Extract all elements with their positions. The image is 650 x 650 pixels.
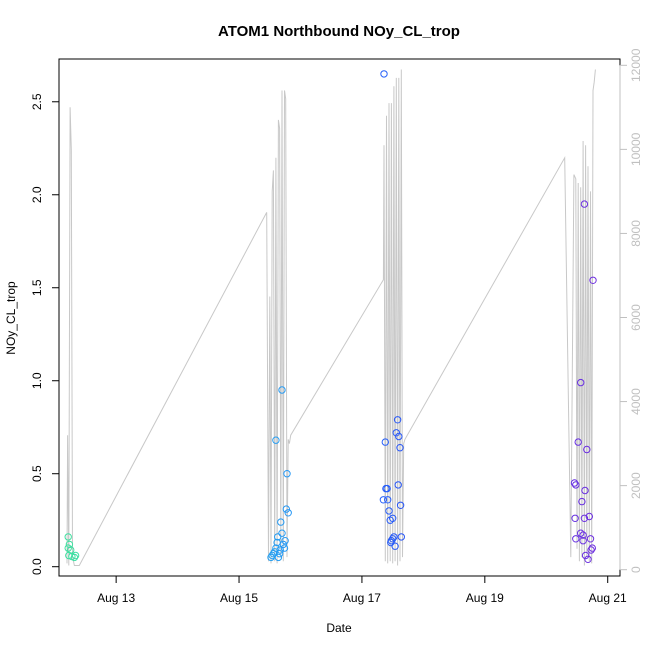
y-tick-label: 2.5 bbox=[30, 93, 44, 110]
y2-tick-label: 4000 bbox=[629, 388, 643, 415]
data-point bbox=[574, 438, 582, 446]
data-point bbox=[570, 479, 579, 487]
data-point bbox=[395, 432, 403, 441]
data-point bbox=[379, 496, 388, 504]
data-point bbox=[585, 512, 593, 521]
data-point bbox=[272, 544, 280, 552]
background-line-series bbox=[66, 69, 596, 566]
data-point bbox=[71, 551, 80, 560]
data-point bbox=[396, 501, 405, 509]
scatter-points bbox=[64, 70, 597, 563]
data-point bbox=[380, 70, 388, 78]
data-point bbox=[393, 416, 402, 424]
data-point bbox=[584, 555, 592, 563]
data-point bbox=[387, 538, 395, 547]
data-point bbox=[284, 509, 292, 517]
data-point bbox=[277, 518, 285, 526]
y-tick-label: 2.0 bbox=[30, 186, 44, 203]
y2-tick-label: 10000 bbox=[629, 132, 643, 166]
data-point bbox=[389, 535, 397, 543]
data-point bbox=[583, 445, 591, 454]
data-point bbox=[278, 529, 286, 537]
y-tick-label: 0.0 bbox=[30, 558, 44, 575]
data-point bbox=[391, 542, 399, 550]
data-point bbox=[279, 540, 287, 549]
data-point bbox=[275, 550, 284, 558]
x-tick-label: Aug 13 bbox=[97, 591, 135, 605]
data-point bbox=[70, 553, 79, 562]
x-tick-label: Aug 19 bbox=[466, 591, 504, 605]
data-point bbox=[579, 537, 587, 545]
y-tick-label: 1.5 bbox=[30, 279, 44, 296]
x-axis-label: Date bbox=[326, 621, 352, 635]
data-point bbox=[581, 486, 589, 495]
data-point bbox=[578, 497, 586, 506]
data-point bbox=[577, 378, 585, 387]
x-tick-label: Aug 17 bbox=[343, 591, 381, 605]
data-point bbox=[579, 531, 587, 539]
data-point bbox=[274, 553, 283, 562]
data-point bbox=[276, 546, 284, 554]
data-point bbox=[571, 514, 579, 522]
data-point bbox=[580, 200, 589, 208]
data-point bbox=[397, 533, 405, 541]
x-axis: Aug 13 Aug 15 Aug 17 Aug 19 Aug 21 bbox=[97, 575, 627, 605]
data-point bbox=[64, 533, 72, 541]
y-axis-label: NOy_CL_trop bbox=[4, 281, 18, 355]
data-point bbox=[394, 481, 402, 489]
chart-title: ATOM1 Northbound NOy_CL_trop bbox=[218, 23, 460, 40]
data-point bbox=[589, 276, 597, 284]
data-point bbox=[383, 484, 391, 493]
y2-tick-label: 2000 bbox=[629, 472, 643, 499]
y2-tick-label: 6000 bbox=[629, 304, 643, 331]
x-tick-label: Aug 15 bbox=[220, 591, 258, 605]
data-point bbox=[282, 505, 290, 513]
data-point bbox=[274, 533, 282, 541]
y2-tick-label: 12000 bbox=[629, 48, 643, 82]
data-point bbox=[272, 436, 280, 444]
data-point bbox=[572, 535, 580, 543]
y-axis-left: 0.0 0.5 1.0 1.5 2.0 2.5 bbox=[30, 93, 60, 575]
y2-tick-label: 8000 bbox=[629, 220, 643, 247]
data-point bbox=[283, 470, 291, 478]
data-point bbox=[396, 444, 404, 452]
data-point bbox=[267, 553, 275, 562]
y-tick-label: 0.5 bbox=[30, 465, 44, 482]
data-point bbox=[385, 507, 393, 515]
data-point bbox=[281, 537, 289, 545]
data-point bbox=[384, 496, 392, 504]
data-point bbox=[278, 386, 286, 394]
data-point bbox=[577, 529, 585, 537]
data-point bbox=[588, 544, 596, 552]
data-point bbox=[580, 514, 589, 522]
data-point bbox=[392, 429, 400, 437]
data-point bbox=[586, 535, 595, 543]
data-point bbox=[389, 514, 397, 522]
plot-frame bbox=[58, 58, 621, 577]
data-point bbox=[581, 551, 590, 560]
y-tick-label: 1.0 bbox=[30, 372, 44, 389]
y-axis-right: 0 2000 4000 6000 8000 10000 12000 bbox=[619, 48, 643, 573]
data-point bbox=[381, 438, 389, 446]
data-point bbox=[572, 481, 580, 489]
background-line bbox=[66, 69, 596, 566]
data-point bbox=[390, 533, 398, 541]
y2-tick-label: 0 bbox=[629, 566, 643, 573]
data-point bbox=[65, 540, 74, 549]
data-point bbox=[587, 546, 595, 554]
data-point bbox=[280, 544, 289, 552]
x-tick-label: Aug 21 bbox=[589, 591, 627, 605]
